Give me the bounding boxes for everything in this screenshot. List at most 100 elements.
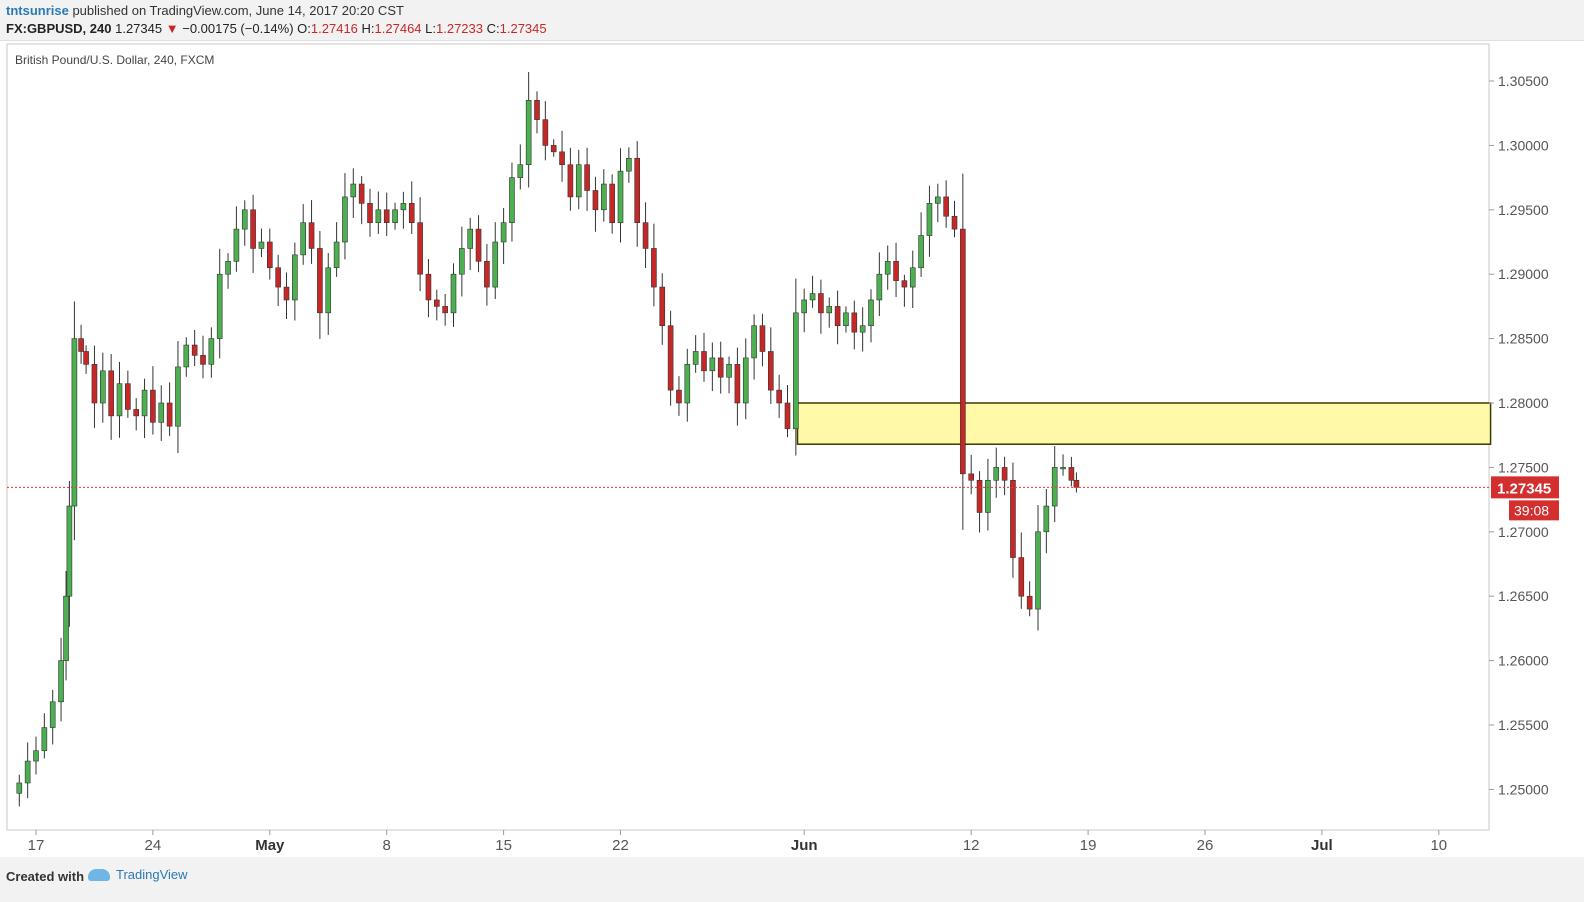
candle-body (976, 479, 983, 513)
high-label: H: (361, 21, 375, 36)
x-tick-label: May (255, 837, 285, 854)
candle-body (809, 293, 816, 301)
x-tick-label: 8 (383, 837, 391, 854)
candle-body (275, 267, 281, 288)
y-tick-label: 1.30000 (1498, 137, 1549, 153)
price-chart[interactable]: British Pound/U.S. Dollar, 240, FXCM 1.3… (0, 41, 1584, 857)
candle-body (91, 364, 98, 404)
candle-body (141, 389, 148, 417)
y-tick-label: 1.25000 (1498, 781, 1549, 797)
candle-body (500, 222, 507, 243)
candle-body (751, 325, 757, 359)
candle-body (801, 299, 808, 314)
y-tick-label: 1.27000 (1498, 524, 1549, 540)
resistance-zone[interactable] (796, 402, 1492, 445)
candle-body (333, 241, 340, 269)
candle-body (216, 273, 223, 339)
countdown-badge (1509, 500, 1559, 521)
x-tick-label: Jul (1311, 837, 1333, 854)
x-tick-label: 10 (1430, 837, 1447, 854)
candle-body (726, 364, 732, 378)
current-price-badge (1491, 476, 1559, 499)
candle-body (667, 325, 674, 391)
candle-body (375, 209, 382, 223)
candle-body (225, 261, 231, 275)
candle-body (484, 261, 490, 288)
candle-body (200, 355, 206, 365)
candle-body (358, 183, 365, 204)
candle-body (659, 286, 666, 327)
y-tick-label: 1.25500 (1498, 717, 1549, 733)
candle-body (308, 222, 315, 249)
candle-body (826, 306, 833, 314)
y-tick-label: 1.28500 (1498, 331, 1549, 347)
candle-body (734, 364, 741, 404)
candle-body (918, 235, 924, 269)
chart-title: British Pound/U.S. Dollar, 240, FXCM (15, 53, 214, 67)
candle-body (191, 344, 198, 356)
candle-body (24, 760, 31, 784)
chart-header: tntsunrise published on TradingView.com,… (0, 0, 1584, 41)
y-tick-label: 1.27500 (1498, 459, 1549, 475)
candle-body (609, 183, 615, 223)
candle-body (166, 402, 173, 427)
candle-body (150, 389, 156, 423)
y-tick-label: 1.30500 (1498, 73, 1549, 89)
candle-body (1073, 479, 1080, 488)
candle-body (575, 164, 582, 198)
candle-body (759, 325, 766, 352)
candle-body (784, 402, 791, 430)
author-link[interactable]: tntsunrise (6, 3, 69, 18)
candle-body (951, 215, 958, 230)
y-tick-label: 1.28000 (1498, 395, 1549, 411)
candle-body (108, 370, 114, 417)
candle-body (634, 157, 641, 223)
down-arrow-icon: ▼ (165, 21, 179, 36)
candle-body (116, 383, 123, 417)
price-change: −0.00175 (−0.14%) (182, 21, 294, 36)
published-text: published on TradingView.com, June 14, 2… (68, 3, 404, 18)
candle-body (258, 241, 265, 249)
candle-body (884, 261, 891, 275)
tradingview-logo[interactable]: TradingView (88, 867, 188, 882)
candle-body (71, 338, 78, 507)
candle-body (525, 100, 532, 166)
candle-body (926, 203, 933, 236)
candle-body (450, 273, 457, 314)
candle-body (350, 183, 357, 198)
candle-body (241, 209, 248, 230)
x-tick-label: 15 (495, 837, 512, 854)
y-tick-label: 1.26500 (1498, 588, 1549, 604)
candle-body (459, 248, 465, 275)
candle-body (58, 660, 64, 703)
x-tick-label: Jun (791, 837, 818, 854)
candle-body (909, 267, 916, 288)
candle-body (584, 164, 590, 191)
candle-body (600, 183, 607, 211)
footer: Created with TradingView (0, 857, 1584, 902)
candle-body (893, 261, 899, 281)
candle-body (208, 338, 215, 365)
candle-body (559, 151, 565, 166)
candle-body (859, 325, 866, 333)
candle-body (1018, 557, 1025, 597)
candle-body (960, 228, 966, 475)
candle-body (642, 222, 649, 249)
candle-body (1051, 467, 1058, 507)
candle-body (793, 312, 799, 430)
candle-body (1026, 595, 1033, 610)
candle-body (834, 306, 841, 327)
candle-body (250, 209, 256, 249)
candle-body (509, 177, 515, 223)
symbol-label: FX:GBPUSD, 240 (6, 21, 112, 36)
candle-body (767, 351, 774, 391)
y-tick-label: 1.26000 (1498, 653, 1549, 669)
open-value: 1.27416 (310, 21, 358, 36)
candle-body (1001, 467, 1008, 481)
candle-body (66, 505, 73, 597)
candle-body (41, 727, 48, 752)
countdown-label: 39:08 (1514, 502, 1549, 518)
open-label: O: (297, 21, 311, 36)
candle-body (985, 479, 991, 513)
x-tick-label: 19 (1080, 837, 1097, 854)
